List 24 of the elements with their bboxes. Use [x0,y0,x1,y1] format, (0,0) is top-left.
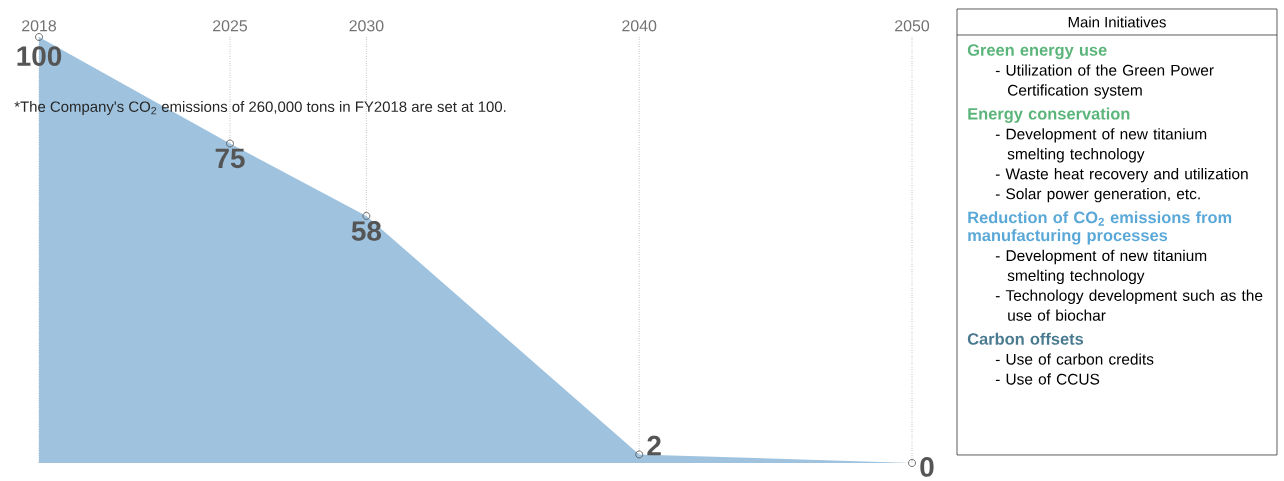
x-tick-label: 2018 [22,20,57,32]
text: - Development of new titanium smelting technology [995,249,1207,285]
data-label: 100 [17,46,62,66]
text: - Solar power generation, etc. [995,187,1200,203]
text: Green energy use [967,44,1107,60]
x-tick-label: 2040 [622,20,657,32]
x-tick-label: 2030 [349,20,384,32]
annotation: *The Company's CO$_{2}$ emissions of 260,000 tons in FY2018 are set at 100. [14,101,506,115]
x-tick-label: 2025 [213,20,248,32]
text: Reduction of CO$_{2}$ emissions from manufacturing processes [968,211,1232,245]
text: - Use of CCUS [995,373,1100,385]
x-tick-label: 2050 [895,20,930,32]
text: - Technology development such as the use of biochar [995,289,1263,321]
text: - Utilization of the Green Power Certification system [995,64,1214,99]
text: - Development of new titanium smelting technology [995,128,1207,163]
data-label: 58 [351,221,382,241]
text: Main Initiatives [1068,16,1166,28]
text: - Use of carbon credits [995,353,1154,365]
data-label: 0 [920,457,934,477]
data-label: 75 [215,148,245,169]
text: - Waste heat recovery and utilization [995,168,1248,183]
text: Carbon offsets [967,332,1084,345]
data-label: 2 [647,435,661,456]
text: Energy conservation [968,107,1130,123]
